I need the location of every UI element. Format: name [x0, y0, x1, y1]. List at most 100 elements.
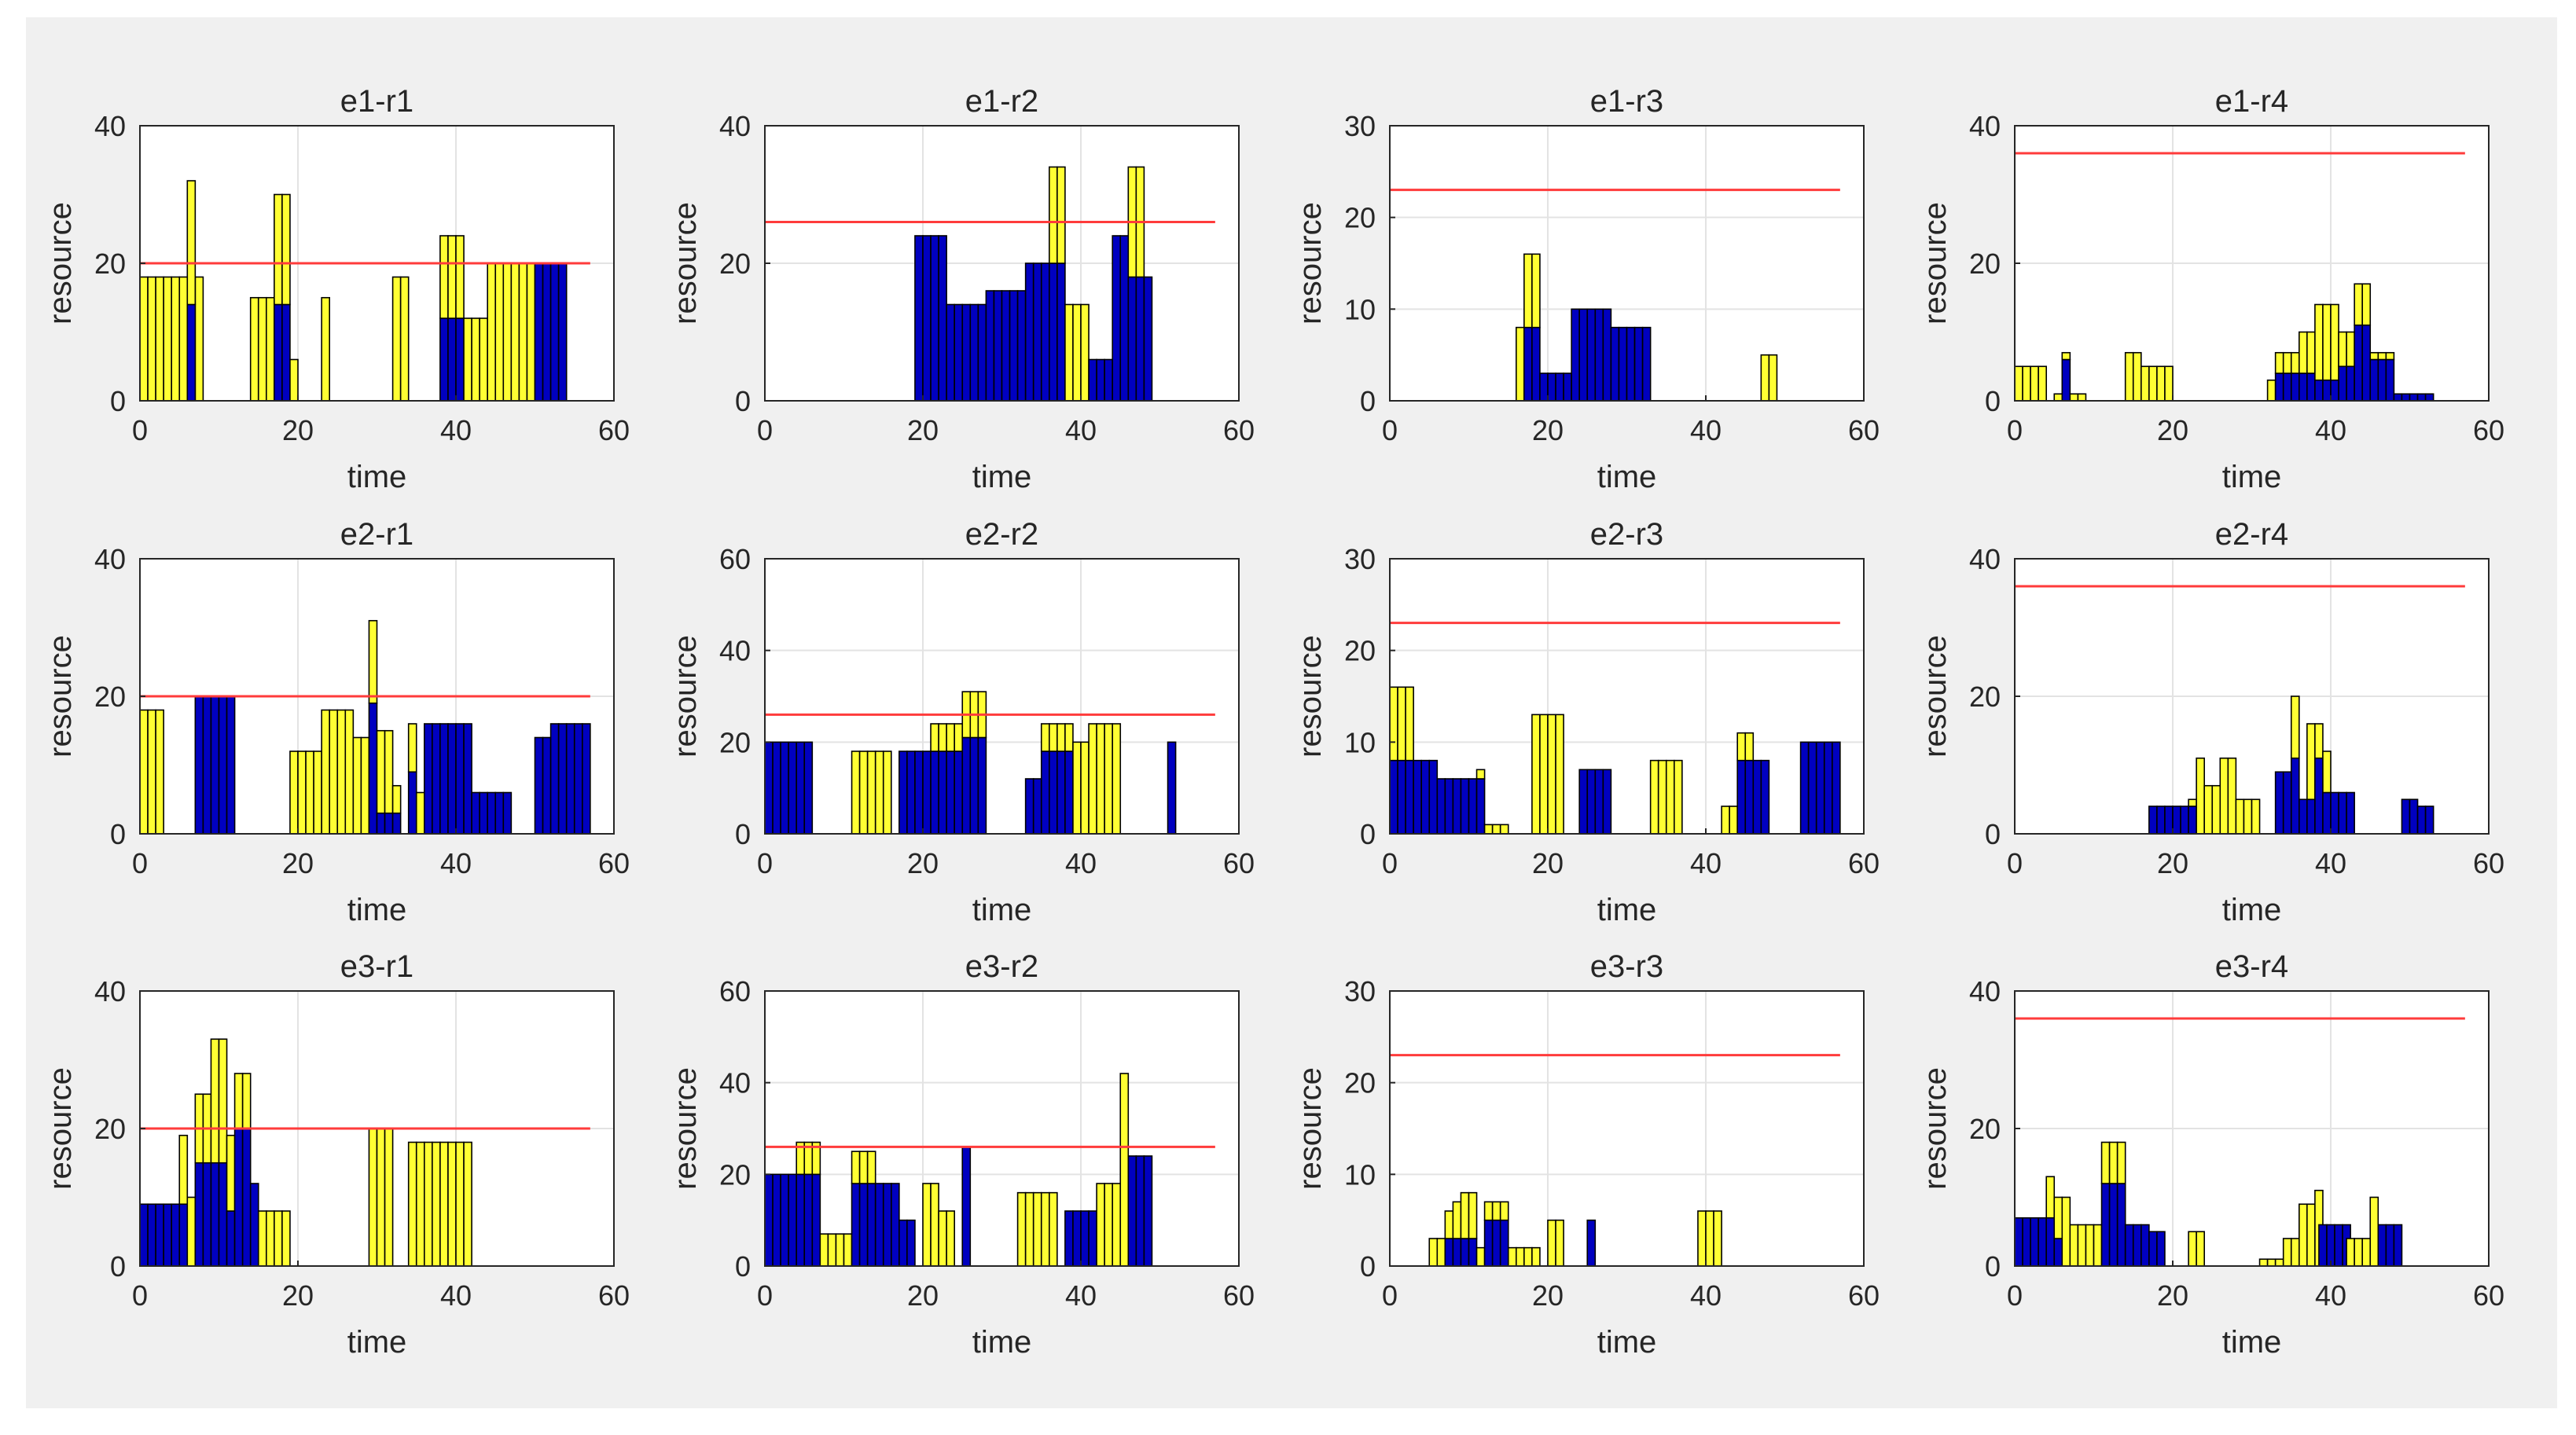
bar-secondary: [1531, 714, 1541, 835]
bar-secondary: [2282, 1238, 2292, 1267]
bar-secondary: [2061, 1196, 2071, 1267]
bar-primary: [906, 1219, 916, 1267]
plot-area: [765, 559, 1239, 834]
bar-secondary: [147, 709, 156, 835]
y-tick-label: 0: [110, 385, 126, 417]
x-axis-label: time: [347, 1325, 407, 1360]
bar-primary: [1752, 759, 1762, 835]
bar-secondary: [1049, 723, 1058, 752]
subplot-e3-r1: 0 20 40 60 0 20 40 e3-r1 time resource: [43, 949, 630, 1360]
bar-primary: [194, 695, 204, 835]
bar-primary: [2409, 393, 2419, 402]
bar-primary: [1523, 326, 1533, 402]
bar-primary: [1807, 741, 1817, 835]
bar-primary: [1405, 759, 1414, 835]
x-tick-label: 40: [440, 1279, 472, 1312]
bar-secondary: [946, 1210, 956, 1267]
y-tick-label: 40: [94, 110, 126, 142]
bar-secondary: [1547, 714, 1556, 835]
bar-secondary: [2338, 331, 2347, 368]
bar-primary: [2361, 324, 2372, 402]
bar-secondary: [289, 358, 299, 402]
x-tick-label: 60: [598, 414, 630, 446]
bar-secondary: [2235, 798, 2245, 835]
bar-secondary: [447, 1141, 457, 1267]
bar-primary: [2148, 1231, 2158, 1267]
bar-secondary: [2274, 351, 2284, 374]
bar-secondary: [1744, 732, 1755, 762]
bar-secondary: [2045, 1176, 2056, 1219]
bar-secondary: [487, 262, 497, 402]
bar-primary: [993, 290, 1003, 402]
subplot-e3-r3: 0 20 40 60 0 10 20 30 e3-r3 time resource: [1293, 949, 1880, 1360]
bar-secondary: [930, 1183, 939, 1267]
bar-secondary: [2053, 393, 2063, 402]
bar-secondary: [1468, 1191, 1478, 1239]
bar-primary: [1452, 1238, 1462, 1267]
x-axis-label: time: [972, 460, 1032, 494]
bar-primary: [202, 1162, 212, 1267]
bar-primary: [2148, 806, 2158, 835]
y-tick-label: 0: [110, 1250, 126, 1283]
bar-primary: [226, 1210, 236, 1267]
x-tick-label: 20: [282, 847, 314, 879]
bar-primary: [2290, 373, 2300, 402]
x-tick-label: 20: [282, 1279, 314, 1312]
bar-primary: [2141, 1224, 2150, 1267]
bar-secondary: [2322, 303, 2332, 381]
bar-primary: [2053, 1238, 2063, 1267]
bar-secondary: [2299, 331, 2308, 374]
bar-primary: [1799, 741, 1810, 835]
bar-primary: [2156, 806, 2166, 835]
bar-primary: [1594, 308, 1604, 402]
bar-primary: [1832, 741, 1841, 835]
bar-primary: [241, 1128, 252, 1267]
bar-primary: [882, 1183, 892, 1267]
x-axis-label: time: [972, 893, 1032, 927]
bar-primary: [2306, 798, 2316, 835]
bar-primary: [1531, 326, 1541, 402]
y-axis-label: resource: [43, 1067, 78, 1190]
bar-primary: [2393, 1224, 2403, 1267]
bar-primary: [1626, 326, 1636, 402]
y-tick-label: 30: [1344, 975, 1376, 1007]
bar-primary: [1167, 741, 1177, 835]
bar-secondary: [289, 751, 299, 835]
bar-secondary: [384, 729, 394, 814]
bar-secondary: [1483, 824, 1494, 835]
bar-primary: [1024, 778, 1034, 835]
bar-primary: [1127, 276, 1137, 402]
bar-primary: [2346, 365, 2355, 402]
bar-primary: [1040, 262, 1050, 402]
bar-primary: [439, 317, 449, 402]
x-tick-label: 40: [1065, 1279, 1097, 1312]
bar-secondary: [851, 1151, 861, 1184]
bar-primary: [1064, 1210, 1074, 1267]
y-axis-label: resource: [1918, 1067, 1953, 1190]
y-axis-label: resource: [668, 635, 703, 758]
bar-secondary: [2141, 365, 2150, 402]
bar-secondary: [843, 1233, 853, 1267]
y-tick-label: 20: [94, 248, 126, 280]
bar-primary: [502, 791, 513, 835]
bar-secondary: [1049, 1191, 1058, 1267]
bar-secondary: [1713, 1210, 1722, 1267]
bar-secondary: [2274, 1258, 2284, 1267]
bar-secondary: [178, 1134, 189, 1206]
bar-primary: [2424, 806, 2435, 835]
bar-secondary: [2188, 1231, 2197, 1267]
y-tick-label: 40: [94, 543, 126, 575]
bar-primary: [2061, 358, 2071, 402]
bar-secondary: [321, 709, 330, 835]
bar-primary: [780, 741, 789, 835]
bar-primary: [384, 812, 394, 835]
bar-secondary: [1768, 354, 1778, 402]
bar-primary: [866, 1183, 876, 1267]
y-axis-label: resource: [43, 635, 78, 758]
bar-primary: [557, 723, 568, 835]
bar-secondary: [2361, 1238, 2372, 1267]
bar-primary: [851, 1183, 861, 1267]
bar-primary: [1032, 262, 1042, 402]
bar-secondary: [1088, 723, 1097, 835]
bar-primary: [432, 723, 441, 835]
